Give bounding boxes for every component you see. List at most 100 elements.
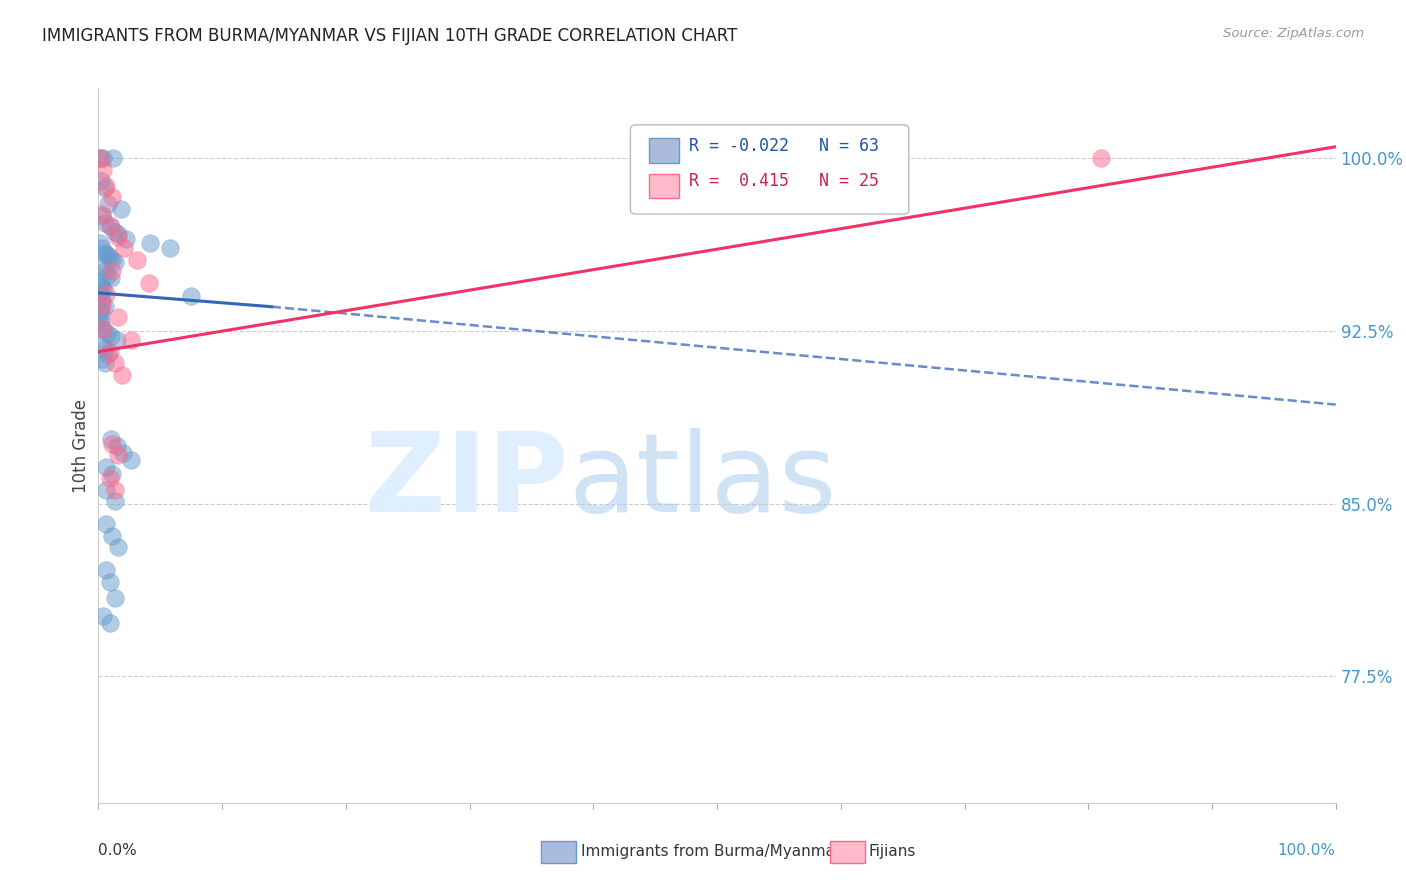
Y-axis label: 10th Grade: 10th Grade — [72, 399, 90, 493]
Point — [107, 229, 129, 244]
Point — [107, 448, 129, 462]
Point — [114, 232, 136, 246]
Point — [107, 310, 129, 324]
Point — [98, 471, 121, 485]
Text: IMMIGRANTS FROM BURMA/MYANMAR VS FIJIAN 10TH GRADE CORRELATION CHART: IMMIGRANTS FROM BURMA/MYANMAR VS FIJIAN … — [42, 27, 738, 45]
Point — [93, 181, 115, 195]
Point — [89, 151, 111, 165]
Point — [93, 321, 115, 335]
Point — [103, 225, 125, 239]
Point — [90, 174, 112, 188]
Point — [90, 289, 112, 303]
Point — [100, 328, 122, 343]
Point — [105, 333, 128, 347]
Text: 100.0%: 100.0% — [1278, 843, 1336, 858]
Point — [97, 347, 120, 361]
Point — [159, 241, 181, 255]
Point — [89, 285, 111, 299]
Point — [96, 248, 118, 262]
Point — [93, 245, 115, 260]
Point — [94, 459, 117, 474]
Point — [91, 293, 114, 308]
Point — [90, 317, 112, 331]
Point — [98, 250, 121, 264]
Point — [91, 260, 114, 274]
Point — [103, 483, 125, 497]
Point — [93, 162, 115, 177]
Point — [94, 178, 117, 193]
Point — [101, 190, 124, 204]
Point — [101, 436, 124, 450]
Point — [98, 218, 121, 232]
Point — [98, 616, 121, 631]
Point — [89, 312, 111, 326]
Text: 0.0%: 0.0% — [98, 843, 138, 858]
Text: R =  0.415   N = 25: R = 0.415 N = 25 — [689, 171, 879, 189]
Text: atlas: atlas — [568, 428, 837, 535]
Point — [120, 452, 142, 467]
Point — [112, 446, 135, 460]
Point — [98, 344, 121, 359]
Point — [91, 209, 114, 223]
Point — [138, 276, 160, 290]
Point — [91, 299, 114, 313]
Point — [93, 264, 115, 278]
Point — [100, 271, 122, 285]
Point — [96, 268, 118, 283]
Point — [101, 467, 124, 481]
Text: Fijians: Fijians — [869, 845, 917, 859]
Point — [110, 202, 132, 216]
Bar — [650, 174, 679, 198]
Point — [93, 216, 115, 230]
Text: Source: ZipAtlas.com: Source: ZipAtlas.com — [1223, 27, 1364, 40]
Point — [90, 280, 112, 294]
Text: ZIP: ZIP — [366, 428, 568, 535]
Point — [180, 289, 202, 303]
Point — [89, 151, 111, 165]
Point — [94, 287, 117, 301]
Point — [98, 574, 121, 589]
Point — [93, 151, 115, 165]
Point — [93, 283, 115, 297]
Point — [105, 439, 128, 453]
Point — [93, 343, 115, 357]
Point — [101, 264, 124, 278]
Point — [94, 483, 117, 497]
Point — [93, 321, 115, 335]
Point — [111, 368, 134, 382]
Text: R = -0.022   N = 63: R = -0.022 N = 63 — [689, 137, 879, 155]
Point — [93, 356, 115, 370]
Bar — [650, 138, 679, 162]
Point — [97, 197, 120, 211]
Point — [89, 303, 111, 318]
Point — [1090, 151, 1112, 165]
Text: Immigrants from Burma/Myanmar: Immigrants from Burma/Myanmar — [581, 845, 841, 859]
Point — [91, 241, 114, 255]
Point — [101, 529, 124, 543]
Point — [89, 276, 111, 290]
Point — [107, 541, 129, 555]
Point — [120, 333, 142, 347]
Point — [93, 609, 115, 624]
FancyBboxPatch shape — [630, 125, 908, 214]
Point — [139, 236, 162, 251]
Point — [103, 591, 125, 605]
Point — [103, 494, 125, 508]
Point — [101, 252, 124, 267]
Point — [103, 151, 125, 165]
Point — [94, 563, 117, 577]
Point — [100, 432, 122, 446]
Point — [94, 517, 117, 532]
Point — [103, 255, 125, 269]
Point — [100, 220, 122, 235]
Point — [96, 326, 118, 341]
Point — [90, 305, 112, 319]
Point — [103, 356, 125, 370]
Point — [125, 252, 148, 267]
Point — [89, 236, 111, 251]
Point — [91, 206, 114, 220]
Point — [855, 151, 877, 165]
Point — [91, 337, 114, 351]
Point — [93, 299, 115, 313]
Point — [112, 241, 135, 255]
